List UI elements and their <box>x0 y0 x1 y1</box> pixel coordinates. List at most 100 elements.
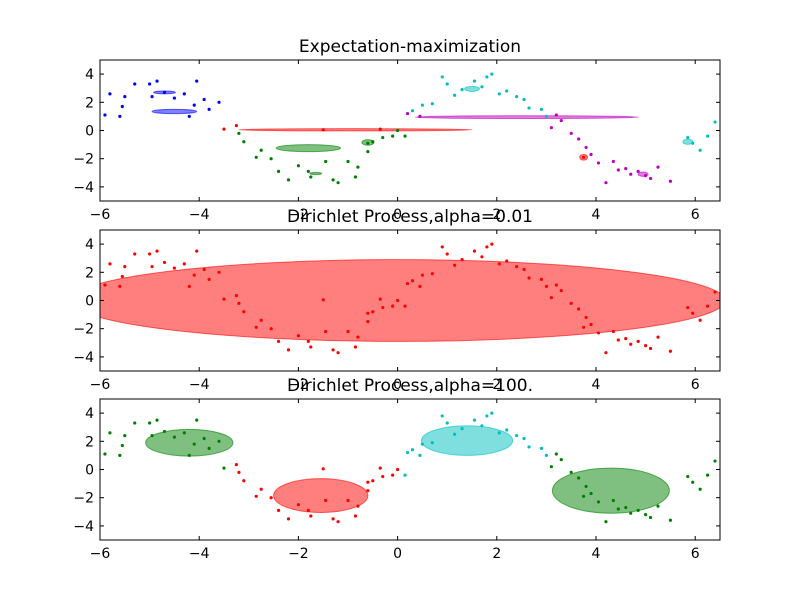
data-point <box>410 448 415 452</box>
data-point <box>686 474 690 479</box>
y-tick-label: 0 <box>85 463 94 479</box>
data-point <box>453 263 457 267</box>
data-point <box>321 128 325 132</box>
data-point <box>686 305 690 310</box>
gaussian-ellipse <box>151 108 198 115</box>
data-point <box>346 159 350 164</box>
data-point <box>418 284 422 288</box>
data-point <box>331 348 335 352</box>
data-point <box>207 107 211 111</box>
data-point <box>480 255 484 259</box>
gaussian-ellipse <box>309 171 323 176</box>
data-point <box>254 155 258 159</box>
data-point <box>559 289 563 293</box>
x-tick-label: 6 <box>691 377 700 393</box>
data-point <box>103 113 107 117</box>
data-point <box>460 88 464 92</box>
data-point <box>353 175 358 179</box>
data-point <box>378 127 382 131</box>
data-point <box>624 166 628 171</box>
data-point <box>604 520 608 524</box>
data-point <box>636 169 640 173</box>
data-point <box>123 95 127 99</box>
data-point <box>460 427 464 431</box>
data-point <box>336 520 340 524</box>
data-point <box>396 467 400 472</box>
data-point <box>472 418 477 422</box>
data-point <box>559 458 563 462</box>
data-point <box>554 452 558 456</box>
data-point <box>286 178 291 182</box>
data-point <box>515 265 519 269</box>
x-tick-label: 4 <box>592 207 601 223</box>
data-point <box>123 265 127 269</box>
data-point <box>611 498 615 503</box>
gaussian-ellipse <box>238 128 473 132</box>
data-point <box>522 267 526 272</box>
data-point <box>668 518 673 522</box>
data-point <box>706 134 710 138</box>
data-point <box>405 111 410 116</box>
data-point <box>611 329 615 334</box>
data-point <box>472 79 477 83</box>
data-point <box>624 505 628 510</box>
data-point <box>366 489 370 493</box>
y-tick-label: 2 <box>85 434 94 450</box>
data-point <box>596 161 601 165</box>
data-point <box>207 277 211 281</box>
data-point <box>644 513 648 517</box>
data-point <box>296 503 300 507</box>
data-point <box>582 155 586 159</box>
data-point <box>217 439 221 443</box>
data-point <box>148 82 152 86</box>
data-point <box>624 336 628 341</box>
data-point <box>515 434 519 438</box>
data-point <box>172 96 176 100</box>
data-point <box>353 345 358 349</box>
gaussian-ellipse <box>420 425 514 456</box>
data-point <box>259 148 263 152</box>
data-point <box>162 260 167 265</box>
data-point <box>616 338 620 342</box>
data-point <box>353 514 358 518</box>
data-point <box>505 89 509 93</box>
plot-content <box>103 411 717 524</box>
data-point <box>706 473 710 477</box>
data-point <box>691 311 695 315</box>
data-point <box>589 322 593 327</box>
data-point <box>549 296 553 300</box>
data-point <box>192 103 196 107</box>
data-point <box>286 517 291 521</box>
data-point <box>460 258 464 262</box>
data-point <box>118 284 122 288</box>
data-point <box>430 272 434 276</box>
data-point <box>103 283 107 287</box>
y-tick-label: 0 <box>85 124 94 140</box>
x-tick-label: 4 <box>592 546 601 562</box>
data-point <box>242 140 246 144</box>
data-point <box>453 93 457 97</box>
data-point <box>616 507 620 511</box>
data-point <box>596 500 601 504</box>
data-point <box>123 434 127 438</box>
data-point <box>217 100 221 104</box>
data-point <box>150 95 154 99</box>
data-point <box>306 508 310 512</box>
x-tick-label: −2 <box>288 546 309 562</box>
data-point <box>276 339 281 343</box>
data-point <box>420 273 424 277</box>
data-point <box>202 97 206 102</box>
subplot-title: Dirichlet Process,alpha=0.01 <box>287 207 533 227</box>
data-point <box>321 298 325 302</box>
data-point <box>410 109 415 113</box>
data-point <box>577 137 581 141</box>
data-point <box>569 470 573 474</box>
data-point <box>410 279 415 283</box>
x-tick-label: −4 <box>189 377 210 393</box>
data-point <box>391 473 395 477</box>
x-tick-label: 2 <box>492 377 501 393</box>
data-point <box>522 97 526 102</box>
data-point <box>234 123 238 128</box>
subplot-1: −6 −4 −2 0 2 4 6 −4 −2 0 2 4 <box>73 59 721 223</box>
